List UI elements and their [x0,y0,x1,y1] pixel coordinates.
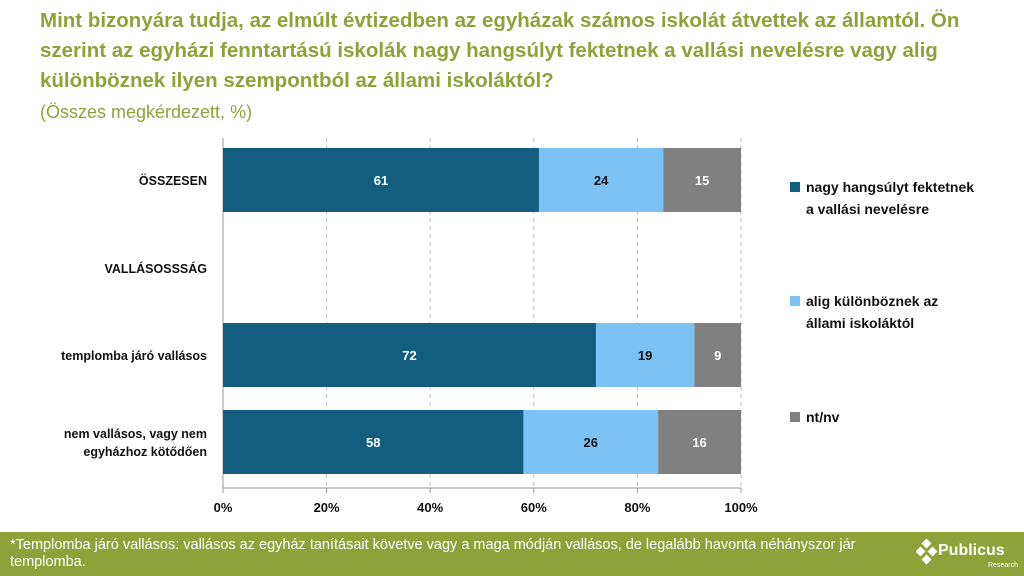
legend-item-nt-nv: nt/nv [790,406,976,428]
data-label: 72 [402,348,416,363]
x-tick-label: 0% [214,500,233,515]
category-label: ÖSSZESEN [139,173,207,188]
bar-segment [223,148,539,212]
publicus-logo: Publicus Research [915,538,1018,573]
brand-subtitle: Research [988,562,1018,569]
brand-name: Publicus [938,542,1005,559]
footer-bar: *Templomba járó vallásos: vallásos az eg… [0,532,1024,576]
chart-subtitle: (Összes megkérdezett, %) [40,102,253,122]
bar-segment [663,148,741,212]
legend-swatch-nt-nv [790,412,800,422]
legend-label-no-difference: alig különböznek az állami iskoláktól [806,293,939,331]
bar-segment [223,323,596,387]
logo-icon [915,538,938,565]
category-label: VALLÁSOSSSÁG [104,261,207,276]
category-label: templomba járó vallásos [61,349,207,363]
chart-title: Mint bizonyára tudja, az elmúlt évtizedb… [40,9,960,92]
stacked-bar-chart: 0% 20% 40% 60% 80% 100% ÖSSZESEN VALLÁSOSSSÁG te… [61,138,758,515]
legend-item-no-difference: alig különböznek az állami iskoláktól [790,290,976,334]
data-label: 16 [692,435,706,450]
data-label: 58 [366,435,380,450]
footnote: *Templomba járó vallásos: vallásos az eg… [10,537,856,570]
legend-label-nt-nv: nt/nv [806,409,840,425]
legend-swatch-emphasis [790,182,800,192]
legend-item-emphasis: nagy hangsúlyt fektetnek a vallási nevel… [790,176,976,220]
bar-segment [595,323,695,387]
x-tick-label: 60% [521,500,547,515]
category-label: nem vallásos, vagy nem egyházhoz kötődően [64,427,207,459]
data-label: 26 [584,435,598,450]
bar-segment [538,148,664,212]
x-tick-label: 40% [417,500,443,515]
bar-segment [523,410,659,474]
x-tick-label: 20% [314,500,340,515]
bar-segment [694,323,741,387]
bar-segment [658,410,741,474]
data-label: 9 [714,348,721,363]
x-tick-label: 80% [624,500,650,515]
bar-segment [223,410,524,474]
data-label: 19 [638,348,652,363]
data-label: 15 [695,173,709,188]
x-tick-label: 100% [724,500,758,515]
data-label: 24 [594,173,609,188]
legend-label-emphasis: nagy hangsúlyt fektetnek a vallási nevel… [806,179,975,217]
legend-swatch-no-difference [790,296,800,306]
data-label: 61 [374,173,388,188]
